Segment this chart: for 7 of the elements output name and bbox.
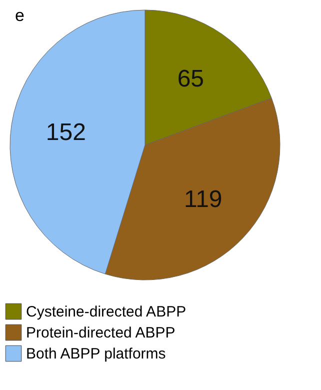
legend-label: Cysteine-directed ABPP: [26, 304, 186, 320]
data-label: 152: [46, 119, 86, 146]
legend-label: Both ABPP platforms: [26, 346, 166, 362]
legend-label: Protein-directed ABPP: [26, 324, 176, 342]
data-label: 65: [177, 65, 204, 92]
chart-title: e: [15, 6, 24, 25]
data-label: 119: [184, 186, 222, 213]
